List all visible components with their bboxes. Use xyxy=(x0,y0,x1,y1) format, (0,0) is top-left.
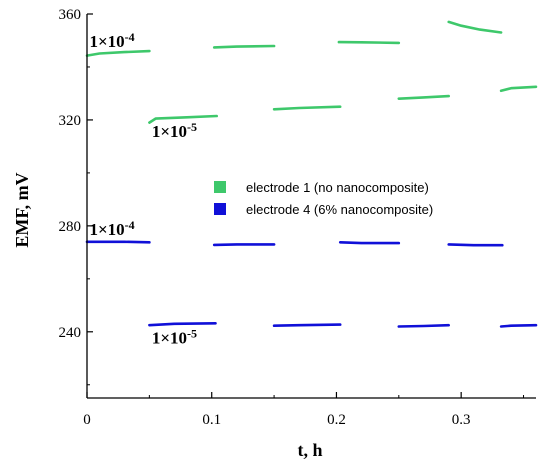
series-1 xyxy=(85,20,538,124)
concentration-label-1: 1×10-4 xyxy=(89,30,134,51)
y-axis-title: EMF, mV xyxy=(12,172,32,247)
annotations-layer: 1×10-4 1×10-5 1×10-4 1×10-5 xyxy=(89,30,197,348)
legend-label-electrode-1: electrode 1 (no nanocomposite) xyxy=(246,180,429,195)
x-tick-label: 0 xyxy=(83,412,91,428)
series-1-segment-2 xyxy=(212,44,276,49)
series-1-segment-4 xyxy=(447,20,503,34)
y-tick-label: 280 xyxy=(59,219,82,235)
series-2-segment-5 xyxy=(148,321,217,327)
legend-swatch-electrode-1 xyxy=(214,181,226,193)
concentration-label-3: 1×10-4 xyxy=(89,218,134,239)
series-layer xyxy=(85,20,538,328)
series-2 xyxy=(85,240,538,328)
x-axis-title: t, h xyxy=(297,440,322,460)
x-tick-label: 0.1 xyxy=(202,412,221,428)
legend-label-electrode-4: electrode 4 (6% nanocomposite) xyxy=(246,202,433,217)
x-tick-label: 0.2 xyxy=(327,412,346,428)
series-2-segment-3 xyxy=(338,241,401,245)
series-1-segment-7 xyxy=(397,94,451,100)
series-2-segment-7 xyxy=(397,323,451,328)
y-tick-label: 360 xyxy=(59,7,82,23)
series-1-segment-3 xyxy=(337,40,401,45)
ticks-layer: 0 0.1 0.2 0.3 240 280 320 360 xyxy=(59,7,525,428)
series-1-segment-8 xyxy=(499,85,538,93)
series-2-segment-4 xyxy=(447,243,504,247)
y-tick-label: 320 xyxy=(59,113,82,129)
x-tick-label: 0.3 xyxy=(452,412,471,428)
series-1-segment-5 xyxy=(148,114,218,124)
concentration-label-2: 1×10-5 xyxy=(152,120,197,141)
series-2-segment-2 xyxy=(212,243,276,247)
concentration-label-4: 1×10-5 xyxy=(152,327,197,348)
y-tick-label: 240 xyxy=(59,325,82,341)
series-1-segment-1 xyxy=(85,49,151,57)
legend-swatch-electrode-4 xyxy=(214,203,226,215)
legend: electrode 1 (no nanocomposite) electrode… xyxy=(214,180,433,217)
series-1-segment-6 xyxy=(272,105,342,111)
series-2-segment-6 xyxy=(272,323,342,328)
series-2-segment-1 xyxy=(85,240,151,244)
series-2-segment-8 xyxy=(499,323,538,328)
